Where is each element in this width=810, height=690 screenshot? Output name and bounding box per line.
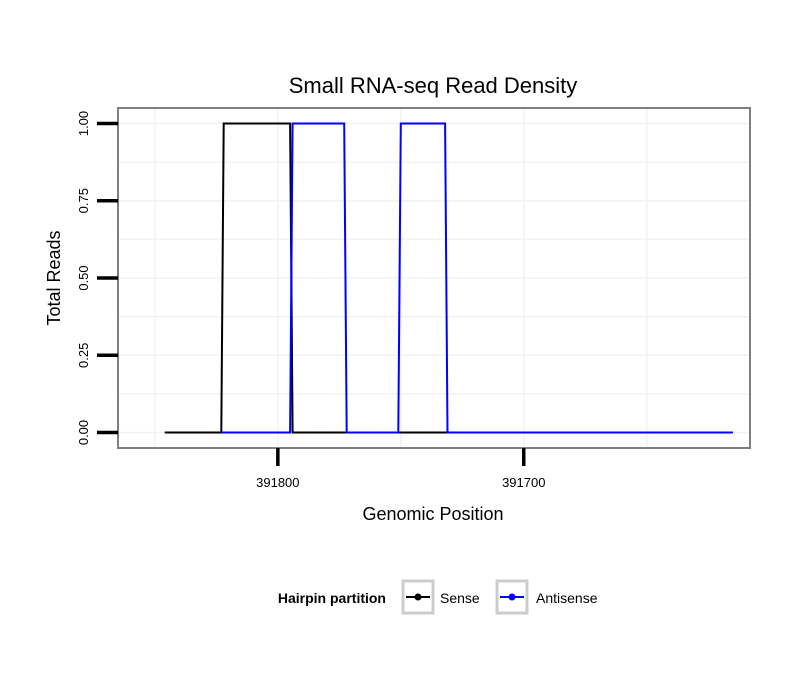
legend-label-sense: Sense bbox=[440, 590, 480, 606]
chart-title: Small RNA-seq Read Density bbox=[289, 73, 578, 98]
legend-item-sense: Sense bbox=[401, 579, 480, 615]
series-line-antisense bbox=[221, 122, 733, 434]
x-axis: 391800 391700 bbox=[256, 448, 545, 490]
y-tick-label-2: 0.50 bbox=[76, 265, 91, 290]
x-tick-label-0: 391800 bbox=[256, 475, 299, 490]
y-tick-label-4: 1.00 bbox=[76, 111, 91, 136]
y-tick-label-1: 0.25 bbox=[76, 343, 91, 368]
legend-key-point-sense bbox=[414, 593, 422, 601]
legend-key-point-antisense bbox=[508, 593, 516, 601]
x-tick-label-1: 391700 bbox=[502, 475, 545, 490]
y-tick-label-0: 0.00 bbox=[76, 420, 91, 445]
series-layer bbox=[164, 122, 733, 434]
legend-title: Hairpin partition bbox=[278, 590, 386, 606]
y-axis: 0.00 0.25 0.50 0.75 1.00 bbox=[76, 111, 118, 445]
legend: Hairpin partition Sense Antisense bbox=[278, 579, 598, 615]
y-tick-label-3: 0.75 bbox=[76, 188, 91, 213]
legend-item-antisense: Antisense bbox=[495, 579, 598, 615]
x-axis-title: Genomic Position bbox=[362, 504, 503, 524]
y-axis-title: Total Reads bbox=[44, 230, 64, 325]
legend-label-antisense: Antisense bbox=[536, 590, 598, 606]
